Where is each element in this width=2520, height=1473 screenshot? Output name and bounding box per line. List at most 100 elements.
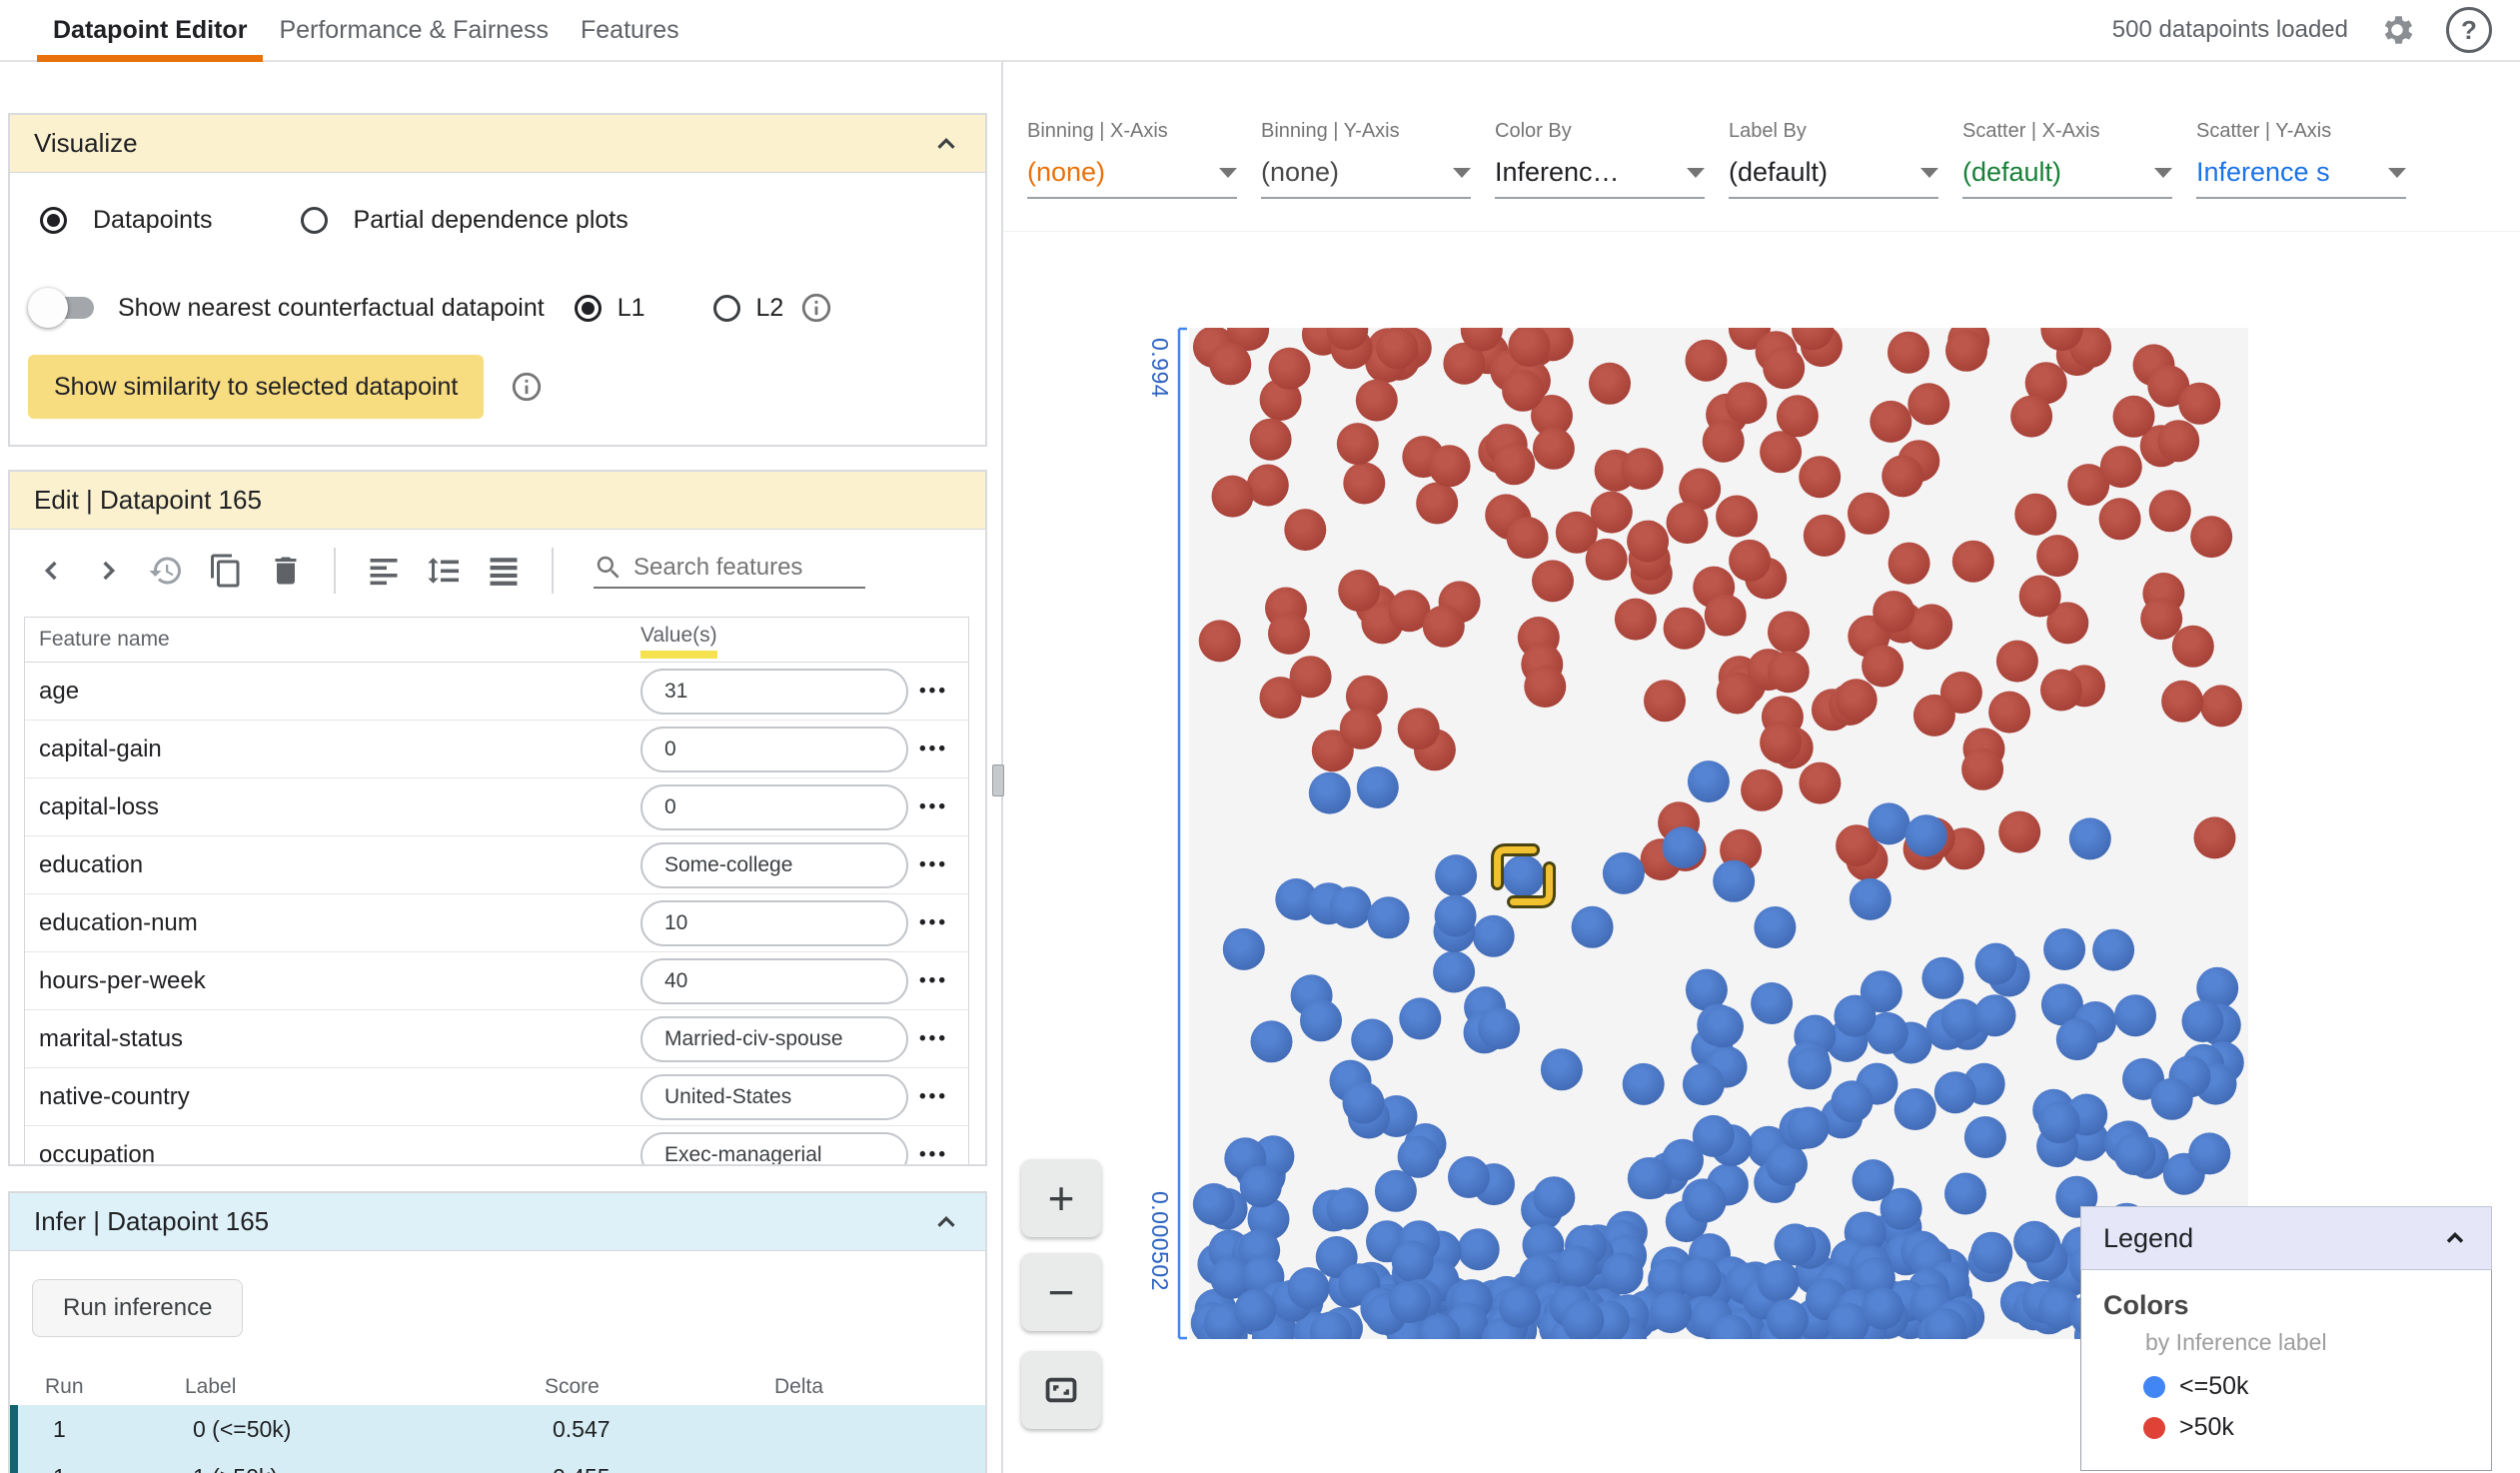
datapoint-red[interactable] [1767, 651, 1810, 694]
datapoint-red[interactable] [1585, 538, 1628, 581]
datapoint-blue[interactable] [1326, 1187, 1369, 1230]
datapoint-red[interactable] [1502, 369, 1545, 412]
datapoint-blue[interactable] [1684, 1180, 1727, 1223]
datapoint-blue[interactable] [1692, 1114, 1735, 1157]
datapoint-blue[interactable] [1757, 1260, 1800, 1302]
datapoint-red[interactable] [1268, 347, 1311, 390]
datapoint-red[interactable] [2099, 446, 2142, 489]
datapoint-red[interactable] [1336, 423, 1379, 466]
datapoint-red[interactable] [1995, 640, 2038, 683]
datapoint-blue[interactable] [1448, 1156, 1490, 1198]
datapoint-blue[interactable] [1434, 894, 1477, 937]
datapoint-red[interactable] [1704, 594, 1747, 637]
datapoint-blue[interactable] [1502, 854, 1545, 897]
datapoint-red[interactable] [1907, 383, 1950, 426]
datapoint-red[interactable] [1284, 509, 1327, 552]
inference-result-row[interactable]: 1 0 (<=50k) 0.547 [10, 1405, 985, 1453]
feature-more-options-icon[interactable]: ••• [919, 680, 948, 702]
feature-more-options-icon[interactable]: ••• [919, 1027, 948, 1049]
datapoint-red[interactable] [1246, 464, 1289, 507]
datapoint-red[interactable] [1870, 400, 1912, 443]
datapoint-red[interactable] [1725, 382, 1768, 425]
datapoint-red[interactable] [1198, 620, 1241, 663]
datapoint-red[interactable] [1882, 455, 1924, 498]
feature-more-options-icon[interactable]: ••• [919, 911, 948, 933]
datapoint-blue[interactable] [1562, 1299, 1605, 1339]
datapoint-red[interactable] [2018, 575, 2061, 618]
datapoint-red[interactable] [1862, 645, 1904, 688]
datapoint-red[interactable] [1531, 395, 1573, 437]
datapoint-blue[interactable] [1418, 1313, 1461, 1339]
datapoint-blue[interactable] [1250, 1020, 1293, 1063]
search-features-input[interactable] [631, 553, 865, 583]
datapoint-red[interactable] [1614, 598, 1657, 641]
datapoint-red[interactable] [1666, 502, 1709, 545]
datapoint-blue[interactable] [2040, 983, 2083, 1026]
datapoint-blue[interactable] [1866, 1011, 1908, 1054]
datapoint-red[interactable] [2140, 598, 2183, 641]
datapoint-blue[interactable] [1682, 1063, 1725, 1106]
datapoint-red[interactable] [2147, 365, 2190, 408]
datapoint-red[interactable] [1906, 608, 1949, 651]
datapoint-red[interactable] [1799, 761, 1842, 804]
color-by-dropdown[interactable]: Color By Inferenc… [1495, 120, 1705, 231]
datapoint-blue[interactable] [1540, 1048, 1583, 1091]
help-icon[interactable]: ? [2446, 7, 2492, 53]
datapoint-blue[interactable] [1435, 854, 1478, 897]
datapoint-red[interactable] [1836, 824, 1879, 867]
datapoint-red[interactable] [2112, 395, 2155, 438]
datapoint-blue[interactable] [1356, 766, 1399, 808]
radio-partial-dependence[interactable] [300, 206, 328, 234]
feature-more-options-icon[interactable]: ••• [919, 795, 948, 817]
chevron-up-icon[interactable] [931, 1207, 961, 1237]
datapoint-red[interactable] [2190, 516, 2233, 559]
datapoint-red[interactable] [1768, 611, 1810, 654]
datapoint-red[interactable] [2040, 328, 2083, 352]
datapoint-red[interactable] [1428, 445, 1471, 488]
datapoint-red[interactable] [1873, 591, 1915, 634]
panel-resize-handle[interactable] [992, 764, 1004, 796]
datapoint-blue[interactable] [1388, 1281, 1431, 1323]
datapoint-blue[interactable] [1351, 1018, 1394, 1061]
datapoint-red[interactable] [1702, 420, 1745, 463]
previous-datapoint-button[interactable] [36, 555, 68, 587]
datapoint-blue[interactable] [1685, 968, 1728, 1011]
datapoint-blue[interactable] [1893, 1088, 1936, 1130]
datapoint-red[interactable] [1397, 708, 1440, 750]
datapoint-blue[interactable] [1309, 1311, 1352, 1340]
datapoint-red[interactable] [1311, 730, 1354, 772]
radio-datapoints[interactable] [40, 206, 67, 234]
datapoint-blue[interactable] [1940, 998, 1983, 1041]
datapoint-red[interactable] [1835, 679, 1878, 722]
datapoint-blue[interactable] [1766, 1299, 1809, 1339]
datapoint-blue[interactable] [1571, 905, 1614, 948]
datapoint-red[interactable] [1848, 492, 1890, 535]
datapoint-blue[interactable] [1973, 994, 2016, 1037]
datapoint-blue[interactable] [2181, 1000, 2224, 1042]
line-spacing-view-icon[interactable] [426, 553, 462, 589]
datapoint-red[interactable] [1912, 694, 1955, 736]
datapoint-blue[interactable] [1308, 771, 1351, 814]
info-icon[interactable] [799, 291, 833, 325]
datapoint-blue[interactable] [2188, 1132, 2231, 1175]
datapoint-blue[interactable] [1367, 896, 1410, 939]
revert-history-icon[interactable] [148, 553, 184, 589]
datapoint-red[interactable] [2157, 420, 2200, 463]
feature-value-input[interactable]: United-States [640, 1073, 908, 1120]
datapoint-red[interactable] [1716, 495, 1759, 538]
datapoint-blue[interactable] [1210, 1256, 1253, 1299]
feature-value-input[interactable]: Married-civ-spouse [640, 1015, 908, 1062]
datapoint-red[interactable] [1355, 379, 1398, 422]
datapoint-red[interactable] [2178, 382, 2221, 425]
datapoint-blue[interactable] [1397, 1135, 1440, 1178]
datapoint-blue[interactable] [1687, 760, 1730, 803]
datapoint-blue[interactable] [1754, 906, 1797, 948]
datapoint-red[interactable] [2010, 395, 2053, 438]
infer-header[interactable]: Infer | Datapoint 165 [10, 1193, 985, 1251]
feature-more-options-icon[interactable]: ••• [919, 737, 948, 759]
datapoint-red[interactable] [1506, 517, 1549, 559]
counterfactual-toggle[interactable] [28, 286, 102, 330]
chevron-up-icon[interactable] [931, 129, 961, 159]
datapoint-blue[interactable] [1974, 942, 2017, 985]
datapoint-red[interactable] [1532, 560, 1574, 603]
